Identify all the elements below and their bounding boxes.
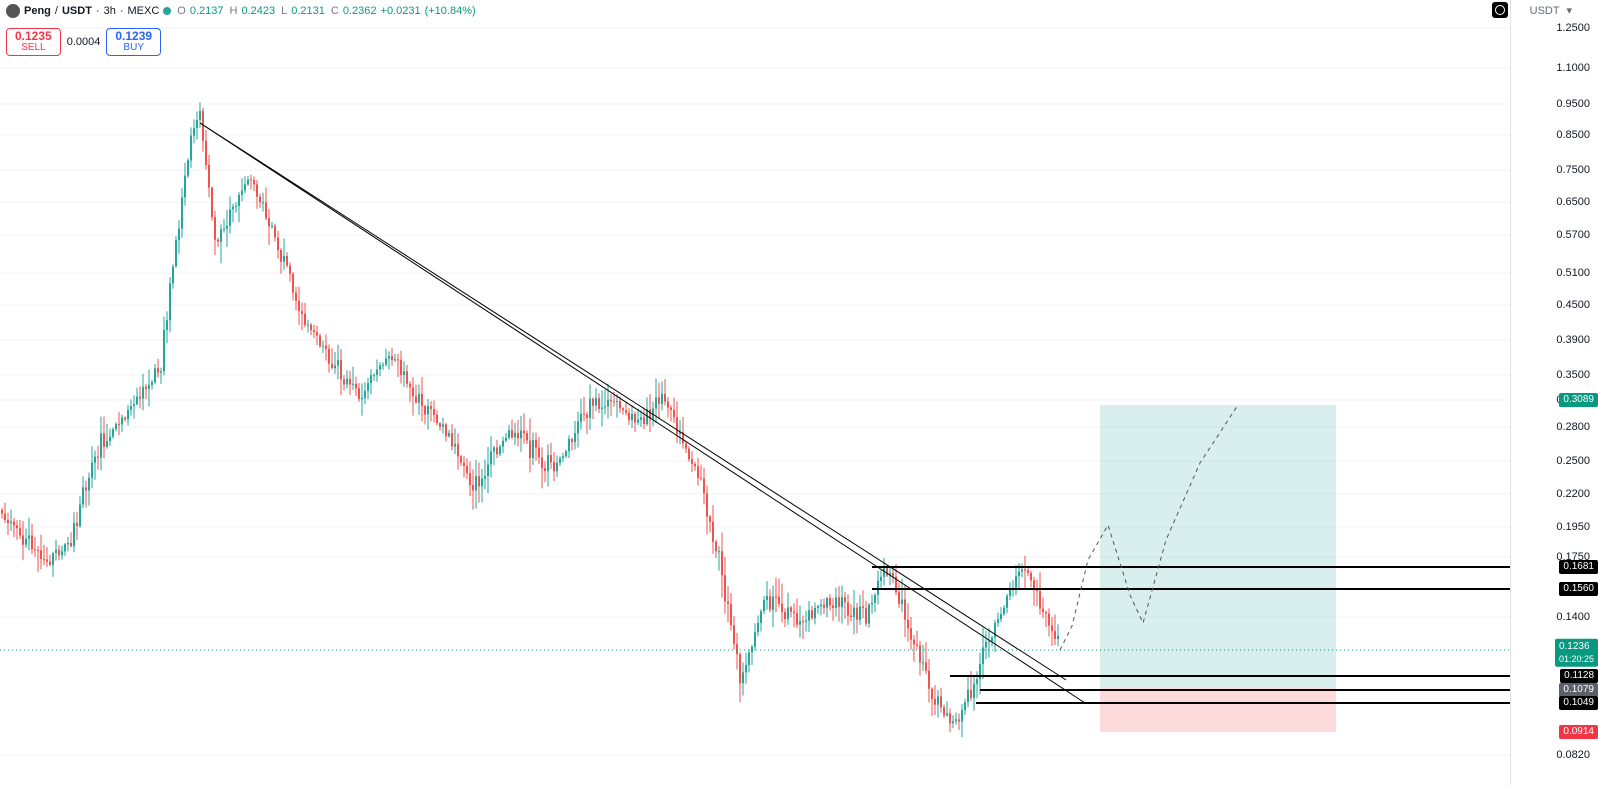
axis-tick: 0.3500 [1556,369,1590,381]
axis-tick: 0.2500 [1556,455,1590,467]
sell-price: 0.1235 [15,31,52,42]
trend-line [200,123,1085,703]
timeframe-label[interactable]: 3h [104,5,116,17]
price-badge: 0.1128 [1560,669,1598,683]
buy-button[interactable]: 0.1239 BUY [106,28,161,56]
price-badge: 0.1560 [1559,582,1598,596]
ohlc-c-label: C [331,5,339,17]
symbol-name[interactable]: Peng [24,5,51,17]
axis-tick: 0.5700 [1556,229,1590,241]
price-badge: 0.123601:20:25 [1555,639,1598,667]
trade-buttons: 0.1235 SELL 0.0004 0.1239 BUY [6,28,161,56]
buy-price: 0.1239 [115,31,152,42]
price-badge: 0.3089 [1559,393,1598,407]
price-badge: 0.0914 [1559,725,1598,739]
axis-tick: 0.6500 [1556,196,1590,208]
price-badge: 0.1049 [1559,696,1598,710]
ohlc-h-value: 0.2423 [241,5,275,17]
ohlc-l-label: L [281,5,287,17]
price-badge: 0.1681 [1559,560,1598,574]
axis-tick: 1.1000 [1556,62,1590,74]
exchange-label[interactable]: MEXC [128,5,160,17]
symbol-sep: / [55,5,58,17]
axis-tick: 0.2200 [1556,488,1590,500]
axis-tick: 0.8500 [1556,129,1590,141]
axis-tick: 0.4500 [1556,299,1590,311]
axis-tick: 0.2800 [1556,421,1590,433]
sell-button[interactable]: 0.1235 SELL [6,28,61,56]
market-status-icon [163,7,171,15]
profit-zone [1100,405,1336,688]
axis-tick: 0.9500 [1556,98,1590,110]
spread-value: 0.0004 [67,36,101,48]
axis-tick: 0.5100 [1556,267,1590,279]
axis-tick: 0.1950 [1556,521,1590,533]
axis-tick: 1.2500 [1556,22,1590,34]
change-abs: +0.0231 [381,5,421,17]
buy-label: BUY [115,42,152,53]
change-pct: (+10.84%) [425,5,476,17]
ohlc-c-value: 0.2362 [343,5,377,17]
axis-tick: 0.7500 [1556,164,1590,176]
trend-line [200,123,1066,680]
ohlc-o-value: 0.2137 [190,5,224,17]
snapshot-icon[interactable] [1492,2,1508,18]
symbol-dot2: · [120,5,124,17]
symbol-dot1: · [96,5,100,17]
chart-canvas[interactable] [0,0,1510,785]
axis-tick: 0.0820 [1556,749,1590,761]
symbol-quote: USDT [62,5,92,17]
pair-icon [6,4,20,18]
price-axis[interactable]: USDT ▾ 1.25001.10000.95000.85000.75000.6… [1510,0,1598,785]
ohlc-l-value: 0.2131 [291,5,325,17]
price-chart[interactable] [0,0,1510,785]
ohlc-h-label: H [230,5,238,17]
price-badge: 0.1079 [1559,683,1598,697]
sell-label: SELL [15,42,52,53]
ohlc-o-label: O [177,5,186,17]
symbol-header: Peng / USDT · 3h · MEXC O 0.2137 H 0.242… [0,0,1598,22]
loss-zone [1100,688,1336,732]
axis-tick: 0.1400 [1556,611,1590,623]
axis-tick: 0.3900 [1556,334,1590,346]
